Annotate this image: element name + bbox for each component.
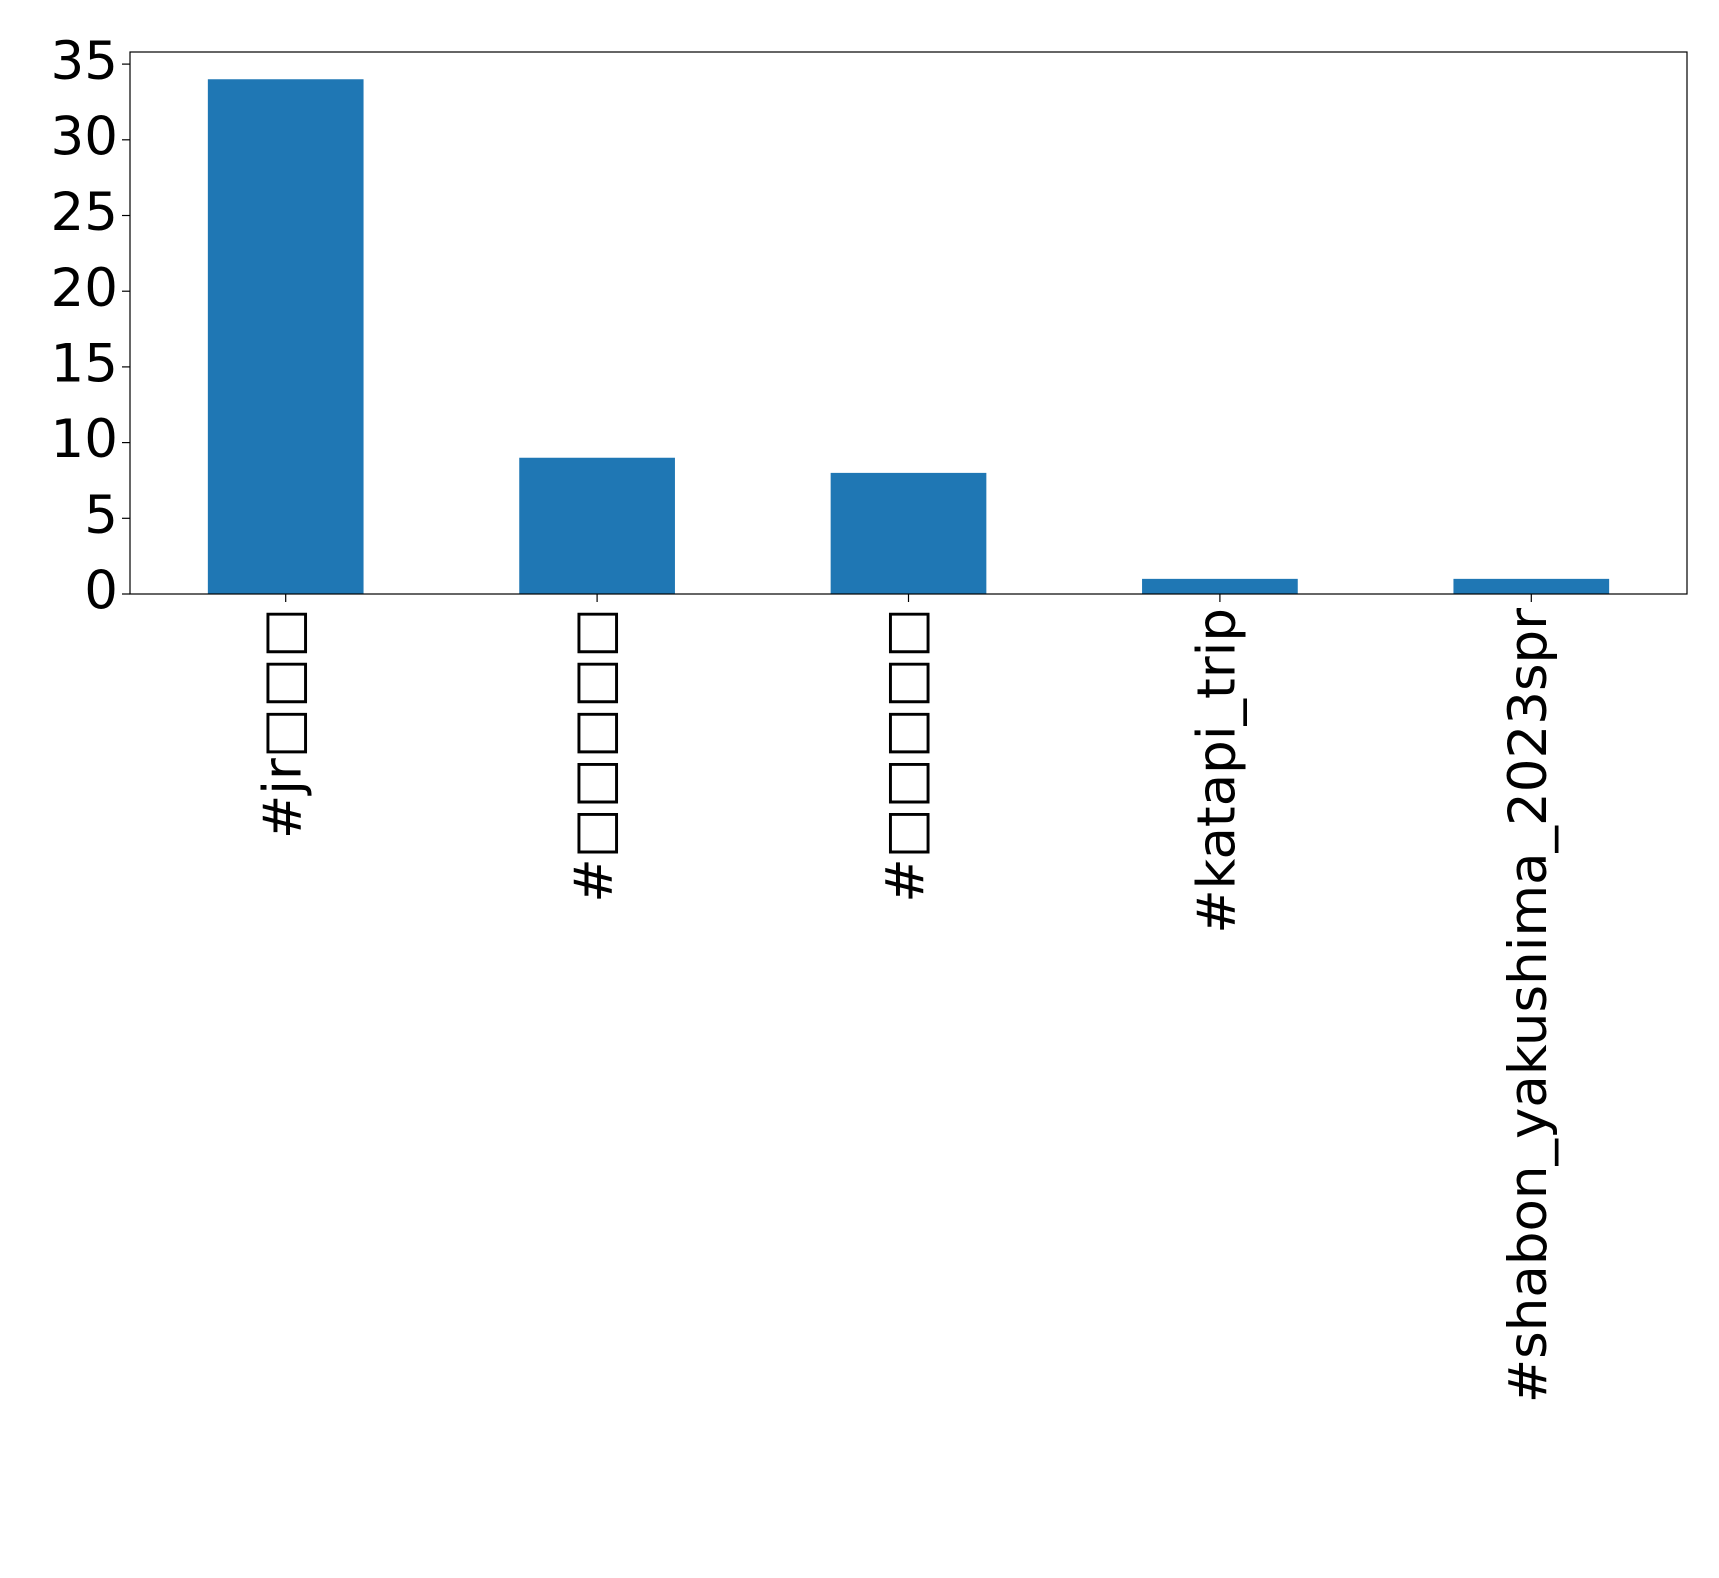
bar bbox=[519, 457, 675, 594]
x-tick-label: #jr□□□ bbox=[252, 608, 313, 839]
x-tick-label: #katapi_trip bbox=[1187, 608, 1248, 934]
x-tick-label: #□□□□□ bbox=[875, 608, 936, 903]
y-tick-label: 20 bbox=[51, 258, 118, 319]
x-tick-label: #□□□□□ bbox=[564, 608, 625, 903]
y-tick-label: 30 bbox=[51, 106, 118, 167]
y-tick-label: 35 bbox=[51, 31, 118, 92]
y-tick-label: 5 bbox=[84, 485, 118, 546]
y-tick-label: 25 bbox=[51, 182, 118, 243]
bar bbox=[1142, 578, 1298, 594]
y-tick-label: 0 bbox=[84, 561, 118, 622]
x-tick-label: #shabon_yakushima_2023spr bbox=[1498, 608, 1559, 1403]
axes-frame bbox=[129, 51, 1688, 595]
bar bbox=[207, 79, 364, 594]
y-tick-label: 15 bbox=[51, 334, 118, 395]
bar bbox=[1453, 578, 1610, 594]
bar bbox=[830, 472, 987, 594]
y-tick-label: 10 bbox=[51, 409, 118, 470]
